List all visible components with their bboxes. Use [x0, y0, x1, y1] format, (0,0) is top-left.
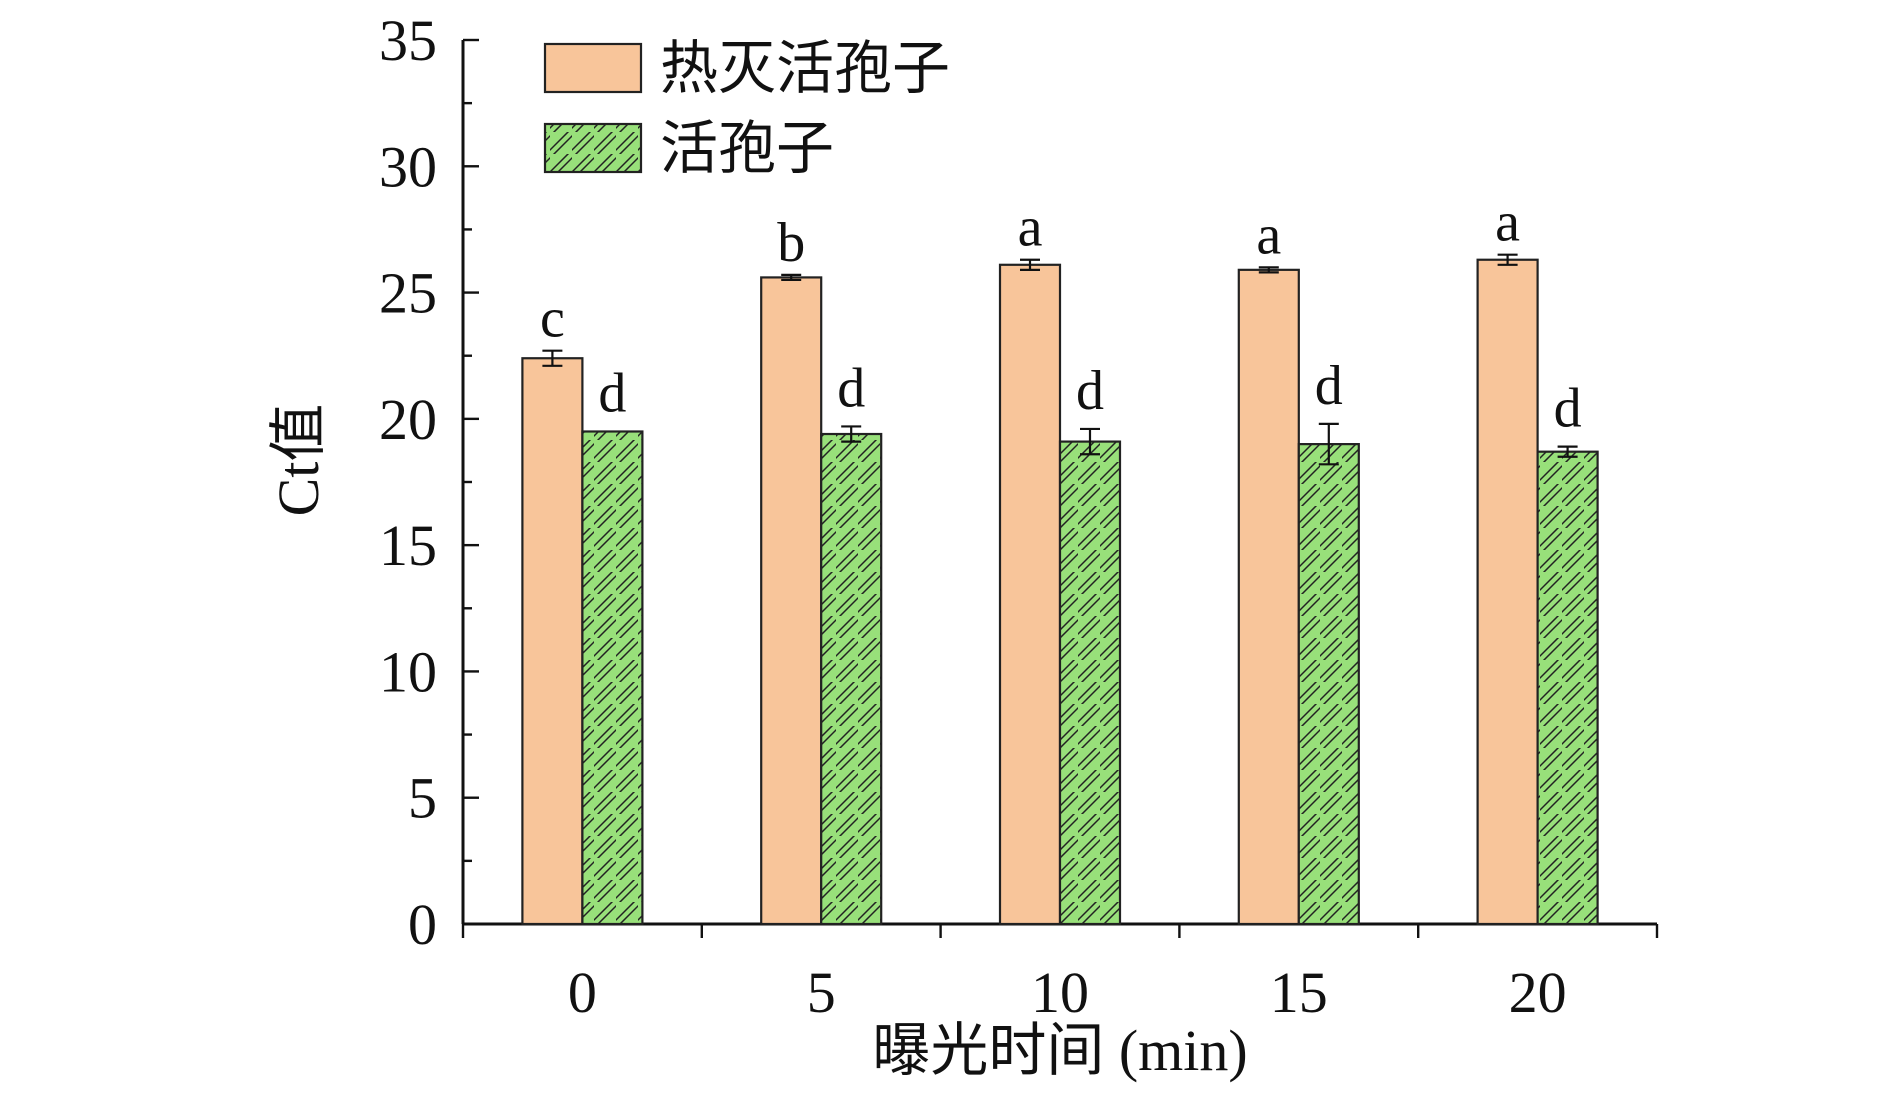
y-tick-label: 30 [379, 134, 437, 199]
legend-swatch-heat-inactivated [543, 42, 643, 94]
x-tick-label: 0 [568, 960, 597, 1025]
significance-label: d [1554, 378, 1582, 440]
x-tick-label: 15 [1270, 960, 1328, 1025]
x-tick-label: 20 [1509, 960, 1567, 1025]
y-axis-title: Ct值 [266, 404, 331, 517]
y-tick-label: 0 [408, 892, 437, 957]
live-spore-bar [820, 432, 883, 926]
x-axis-title: 曝光时间 (min) [872, 1018, 1247, 1083]
significance-label: a [1495, 192, 1520, 254]
y-tick-label: 15 [379, 513, 437, 578]
heat-inactivated-bar [998, 263, 1062, 926]
live-spore-bar [1058, 440, 1122, 926]
legend-swatch-live [543, 122, 643, 174]
x-tick-label: 5 [807, 960, 836, 1025]
heat-inactivated-bar [1476, 258, 1539, 926]
y-tick-label: 10 [379, 639, 437, 704]
significance-label: d [1076, 360, 1104, 422]
legend-label-live: 活孢子 [660, 116, 834, 181]
significance-label: d [837, 357, 865, 419]
significance-label: b [777, 212, 805, 274]
y-tick-label: 35 [379, 8, 437, 73]
live-spore-bar [581, 430, 644, 926]
heat-inactivated-bar [1237, 268, 1300, 926]
live-spore-bar [1297, 443, 1360, 926]
significance-label: a [1018, 197, 1043, 259]
y-tick-label: 25 [379, 261, 437, 326]
live-spore-bar [1536, 450, 1599, 926]
y-tick-label: 5 [408, 766, 437, 831]
significance-label: d [598, 362, 626, 424]
heat-inactivated-bar [760, 276, 823, 926]
x-tick-label: 10 [1031, 960, 1089, 1025]
heat-inactivated-bar [521, 357, 584, 926]
significance-label: a [1256, 204, 1281, 266]
significance-label: d [1315, 355, 1343, 417]
legend-label-heat-inactivated: 热灭活孢子 [660, 36, 950, 101]
significance-label: c [540, 288, 565, 350]
y-tick-label: 20 [379, 387, 437, 452]
